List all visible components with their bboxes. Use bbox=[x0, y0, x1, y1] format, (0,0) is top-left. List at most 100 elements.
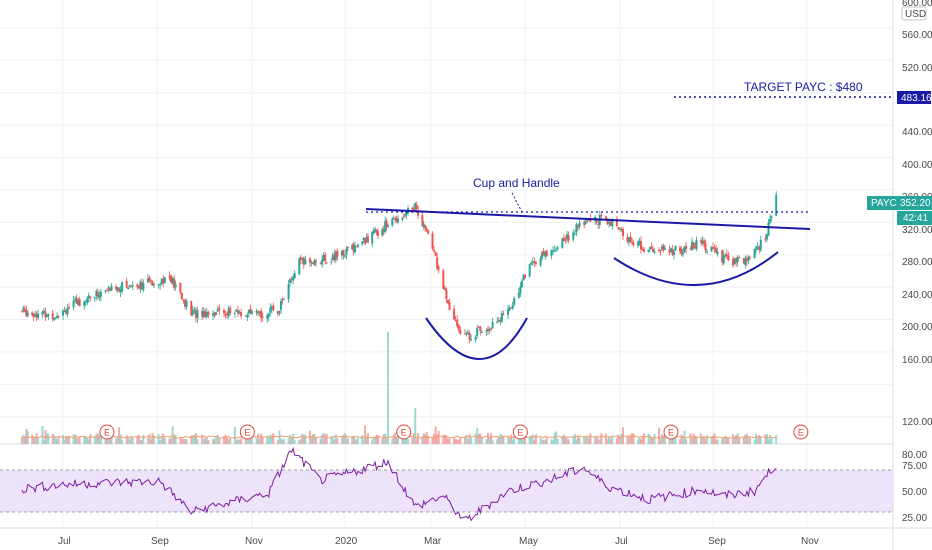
volume-bar bbox=[727, 438, 730, 444]
earnings-marker[interactable] bbox=[793, 424, 809, 440]
volume-bar bbox=[342, 434, 345, 444]
candle-body bbox=[191, 310, 194, 315]
earnings-marker[interactable] bbox=[396, 424, 412, 440]
candle-body bbox=[573, 233, 576, 235]
volume-bar bbox=[346, 438, 349, 444]
volume-bar bbox=[45, 433, 48, 444]
volume-bar bbox=[747, 436, 750, 444]
candle-body bbox=[325, 262, 328, 264]
volume-bar bbox=[404, 437, 407, 444]
rsi-band bbox=[0, 470, 893, 512]
volume-bar bbox=[311, 434, 314, 444]
volume-bar bbox=[424, 434, 427, 444]
volume-bar bbox=[260, 433, 263, 444]
cup-curve[interactable] bbox=[425, 317, 528, 360]
candle-body bbox=[371, 232, 374, 244]
volume-bar bbox=[276, 439, 279, 444]
volume-bar bbox=[185, 438, 188, 444]
volume-bar bbox=[180, 438, 183, 444]
volume-bar bbox=[321, 434, 324, 444]
volume-bar bbox=[491, 439, 494, 444]
candle-body bbox=[566, 234, 569, 240]
candle-body bbox=[98, 295, 101, 298]
candle-body bbox=[298, 258, 301, 275]
candle-body bbox=[631, 241, 633, 243]
volume-bar bbox=[249, 436, 252, 444]
candle-body bbox=[62, 310, 64, 316]
volume-bar bbox=[562, 434, 565, 444]
volume-bar bbox=[490, 433, 493, 444]
candle-body bbox=[765, 234, 768, 240]
candle-body bbox=[513, 298, 516, 305]
candle-body bbox=[468, 332, 471, 340]
volume-bar bbox=[330, 436, 333, 444]
currency-badge[interactable] bbox=[901, 6, 927, 21]
volume-bar bbox=[575, 439, 578, 444]
volume-bar bbox=[531, 434, 534, 444]
candle-body bbox=[411, 207, 414, 210]
volume-bar bbox=[344, 433, 346, 444]
volume-bar bbox=[638, 436, 641, 444]
volume-bar bbox=[744, 434, 747, 444]
volume-bar bbox=[184, 439, 187, 444]
volume-bar bbox=[637, 439, 639, 444]
candle-body bbox=[744, 258, 747, 266]
candle-body bbox=[99, 292, 102, 297]
volume-bar bbox=[402, 437, 405, 444]
volume-bar bbox=[443, 434, 446, 444]
candle-body bbox=[597, 223, 600, 225]
candle-body bbox=[20, 311, 23, 313]
volume-bar bbox=[479, 433, 482, 444]
earnings-marker[interactable] bbox=[239, 424, 255, 440]
volume-bar bbox=[289, 434, 292, 444]
candle-body bbox=[381, 229, 384, 236]
candle-body bbox=[555, 249, 558, 251]
cup-and-handle-label: Cup and Handle bbox=[473, 176, 560, 190]
candle-body bbox=[34, 314, 37, 317]
volume-bar bbox=[116, 436, 119, 444]
candle-body bbox=[292, 277, 295, 281]
candle-body bbox=[453, 308, 456, 320]
handle-curve[interactable] bbox=[613, 251, 779, 286]
volume-bar bbox=[615, 438, 618, 444]
candle-body bbox=[502, 314, 505, 316]
candle-body bbox=[487, 328, 490, 332]
candle-body bbox=[650, 247, 653, 250]
candle-body bbox=[86, 298, 89, 303]
candle-body bbox=[683, 246, 686, 252]
volume-bar bbox=[374, 437, 377, 444]
volume-bar bbox=[685, 438, 687, 444]
volume-bar bbox=[194, 433, 197, 444]
volume-bar bbox=[659, 438, 662, 444]
volume-bar bbox=[412, 433, 415, 444]
candle-body bbox=[404, 214, 407, 217]
candle-body bbox=[22, 307, 25, 312]
candle-body bbox=[704, 243, 707, 251]
candle-body bbox=[641, 248, 644, 250]
volume-bar bbox=[78, 437, 81, 444]
resistance-trendline[interactable] bbox=[365, 208, 811, 230]
candle-body bbox=[128, 285, 131, 287]
candle-body bbox=[544, 252, 547, 257]
volume-bar bbox=[517, 436, 520, 444]
volume-bar bbox=[23, 436, 26, 444]
candle-body bbox=[330, 261, 333, 263]
candle-body bbox=[470, 339, 473, 341]
candle-body bbox=[510, 307, 513, 309]
candle-body bbox=[556, 247, 559, 249]
candle-body bbox=[550, 250, 553, 256]
price-tick: 280.00 bbox=[902, 257, 932, 268]
earnings-marker[interactable] bbox=[512, 424, 528, 440]
volume-bar bbox=[362, 438, 365, 444]
earnings-marker[interactable] bbox=[663, 424, 679, 440]
volume-bar bbox=[53, 436, 56, 444]
volume-bar bbox=[589, 433, 592, 444]
candle-body bbox=[401, 217, 404, 220]
volume-bar bbox=[758, 434, 761, 444]
candle-body bbox=[355, 246, 358, 248]
candle-body bbox=[205, 311, 208, 318]
volume-bar bbox=[157, 433, 160, 444]
earnings-marker[interactable] bbox=[99, 424, 115, 440]
volume-bar bbox=[244, 438, 247, 444]
